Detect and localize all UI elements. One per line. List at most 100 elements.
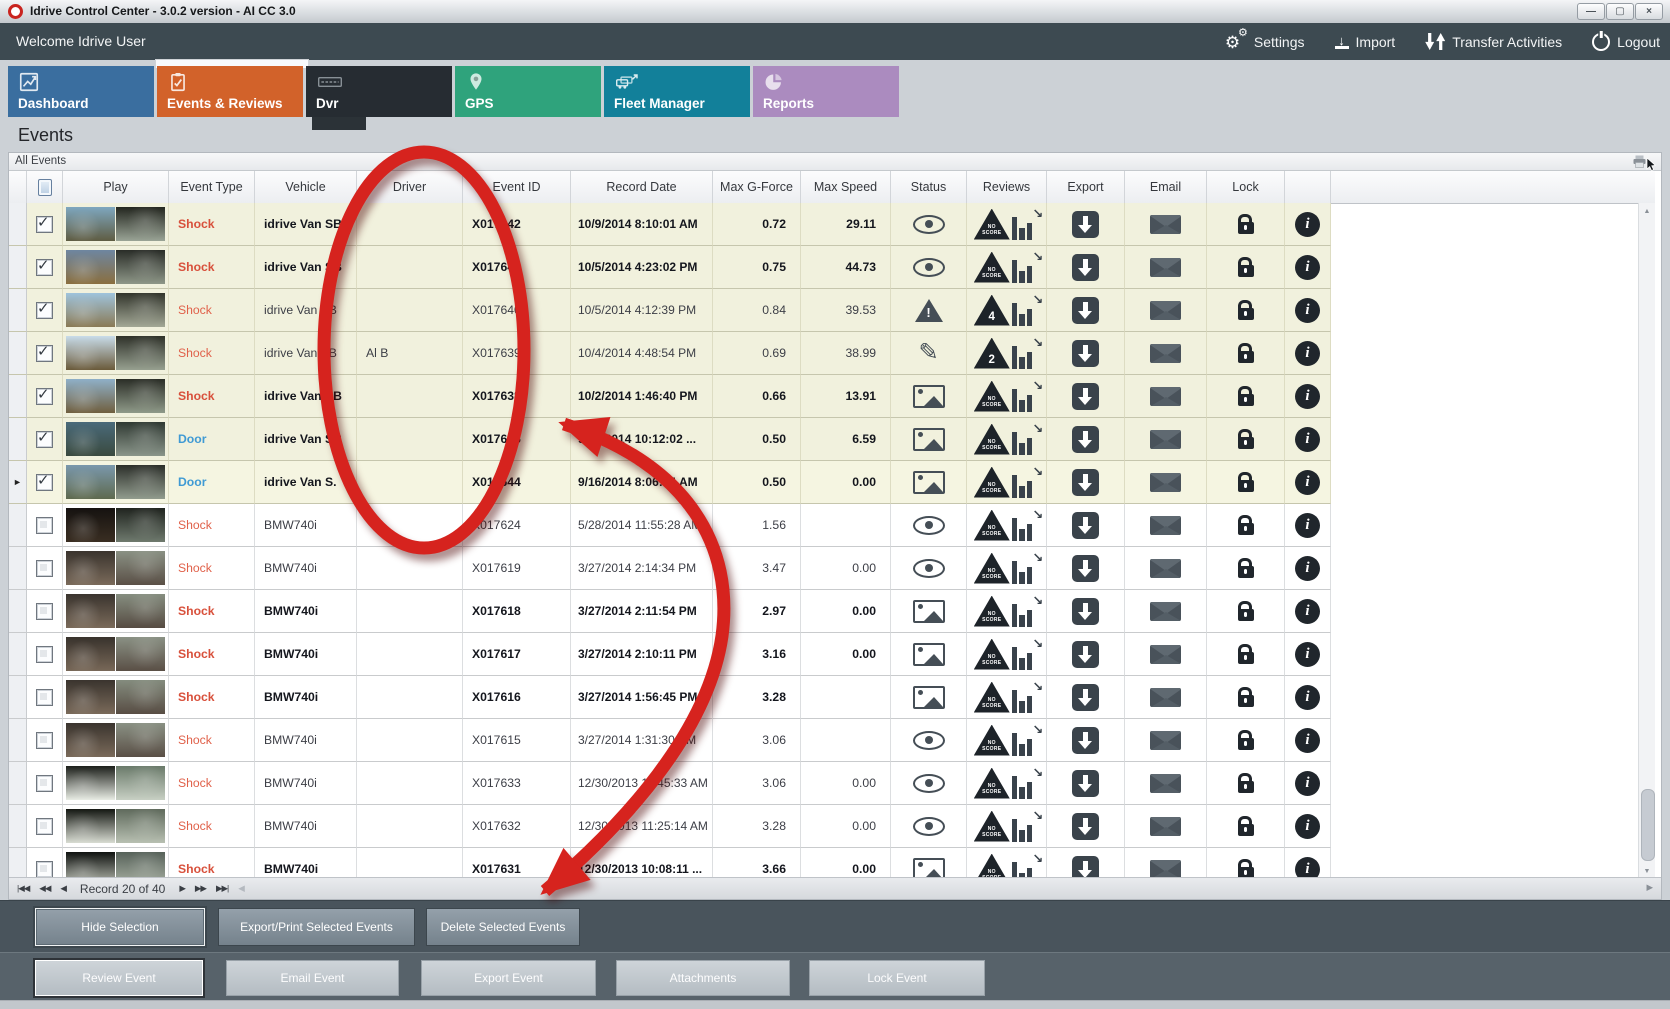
lock-cell[interactable] bbox=[1207, 504, 1285, 547]
row-checkbox[interactable] bbox=[36, 516, 53, 534]
table-row[interactable]: ► Shock BMW740i X017633 12/30/2013 11:45… bbox=[9, 762, 1331, 805]
info-icon[interactable]: i bbox=[1295, 555, 1320, 581]
export-cell[interactable] bbox=[1047, 848, 1125, 879]
info-cell[interactable]: i bbox=[1285, 590, 1331, 633]
table-row[interactable]: ► Door idrive Van S. X017644 9/16/2014 8… bbox=[9, 461, 1331, 504]
lock-cell[interactable] bbox=[1207, 461, 1285, 504]
export-download-icon[interactable] bbox=[1072, 468, 1099, 496]
play-cell[interactable] bbox=[63, 762, 169, 805]
table-row[interactable]: ► Shock BMW740i X017618 3/27/2014 2:11:5… bbox=[9, 590, 1331, 633]
lock-padlock-icon[interactable] bbox=[1237, 773, 1254, 793]
video-thumbnail-cabin[interactable] bbox=[116, 551, 165, 585]
first-record-icon[interactable]: |◀◀ bbox=[17, 883, 30, 893]
last-record-icon[interactable]: ▶▶| bbox=[215, 883, 229, 893]
maximize-button[interactable]: ▢ bbox=[1606, 3, 1634, 20]
email-envelope-icon[interactable] bbox=[1150, 558, 1181, 578]
video-thumbnail-road[interactable] bbox=[66, 594, 115, 628]
table-row[interactable]: ► Shock BMW740i X017615 3/27/2014 1:31:3… bbox=[9, 719, 1331, 762]
play-cell[interactable] bbox=[63, 590, 169, 633]
lock-padlock-icon[interactable] bbox=[1237, 558, 1254, 578]
lock-cell[interactable] bbox=[1207, 676, 1285, 719]
row-checkbox-cell[interactable] bbox=[27, 848, 63, 879]
export-cell[interactable] bbox=[1047, 633, 1125, 676]
email-cell[interactable] bbox=[1125, 375, 1207, 418]
video-thumbnail-cabin[interactable] bbox=[116, 852, 165, 879]
email-envelope-icon[interactable] bbox=[1150, 859, 1181, 879]
row-checkbox[interactable] bbox=[36, 860, 53, 878]
lock-padlock-icon[interactable] bbox=[1237, 859, 1254, 879]
export-cell[interactable] bbox=[1047, 504, 1125, 547]
row-checkbox[interactable] bbox=[36, 559, 53, 577]
export-download-icon[interactable] bbox=[1072, 210, 1099, 238]
play-cell[interactable] bbox=[63, 676, 169, 719]
header-export[interactable]: Export bbox=[1047, 171, 1125, 203]
info-icon[interactable]: i bbox=[1295, 641, 1320, 667]
email-cell[interactable] bbox=[1125, 590, 1207, 633]
row-checkbox[interactable] bbox=[36, 213, 53, 233]
play-cell[interactable] bbox=[63, 504, 169, 547]
email-envelope-icon[interactable] bbox=[1150, 386, 1181, 406]
header-status[interactable]: Status bbox=[891, 171, 967, 203]
export-download-icon[interactable] bbox=[1072, 726, 1099, 754]
email-cell[interactable] bbox=[1125, 719, 1207, 762]
row-checkbox-cell[interactable] bbox=[27, 418, 63, 461]
email-envelope-icon[interactable] bbox=[1150, 429, 1181, 449]
email-cell[interactable] bbox=[1125, 461, 1207, 504]
video-thumbnail-road[interactable] bbox=[66, 508, 115, 542]
table-row[interactable]: ► Door idrive Van SB X017645 9/26/2014 1… bbox=[9, 418, 1331, 461]
tab-dashboard[interactable]: Dashboard bbox=[8, 66, 154, 117]
header-lock[interactable]: Lock bbox=[1207, 171, 1285, 203]
email-cell[interactable] bbox=[1125, 203, 1207, 246]
email-envelope-icon[interactable] bbox=[1150, 343, 1181, 363]
printer-icon[interactable] bbox=[1632, 155, 1647, 173]
email-cell[interactable] bbox=[1125, 418, 1207, 461]
row-checkbox[interactable] bbox=[36, 688, 53, 706]
email-cell[interactable] bbox=[1125, 805, 1207, 848]
scroll-up-icon[interactable]: ▲ bbox=[1639, 203, 1655, 219]
lock-cell[interactable] bbox=[1207, 375, 1285, 418]
info-icon[interactable]: i bbox=[1295, 813, 1320, 839]
email-cell[interactable] bbox=[1125, 289, 1207, 332]
row-checkbox-cell[interactable] bbox=[27, 203, 63, 246]
play-cell[interactable] bbox=[63, 461, 169, 504]
row-checkbox[interactable] bbox=[36, 774, 53, 792]
email-cell[interactable] bbox=[1125, 504, 1207, 547]
email-envelope-icon[interactable] bbox=[1150, 644, 1181, 664]
row-checkbox[interactable] bbox=[36, 256, 53, 276]
lock-padlock-icon[interactable] bbox=[1237, 300, 1254, 320]
delete-selected-events-button[interactable]: Delete Selected Events bbox=[426, 908, 580, 946]
row-checkbox[interactable] bbox=[36, 428, 53, 448]
tab-gps[interactable]: GPS bbox=[455, 66, 601, 117]
export-cell[interactable] bbox=[1047, 590, 1125, 633]
hscroll-left-icon[interactable]: ◀ bbox=[238, 883, 245, 893]
lock-padlock-icon[interactable] bbox=[1237, 601, 1254, 621]
lock-padlock-icon[interactable] bbox=[1237, 644, 1254, 664]
export-download-icon[interactable] bbox=[1072, 769, 1099, 797]
header-select-all[interactable] bbox=[27, 171, 63, 203]
video-thumbnail-cabin[interactable] bbox=[116, 293, 165, 327]
settings-menu-item[interactable]: ⚙ ⚙ Settings bbox=[1225, 27, 1305, 52]
export-download-icon[interactable] bbox=[1072, 683, 1099, 711]
lock-padlock-icon[interactable] bbox=[1237, 257, 1254, 277]
header-event-id[interactable]: Event ID bbox=[463, 171, 571, 203]
info-icon[interactable]: i bbox=[1295, 340, 1320, 366]
table-row[interactable]: ► Shock idrive Van SB Al B X017639 10/4/… bbox=[9, 332, 1331, 375]
email-envelope-icon[interactable] bbox=[1150, 214, 1181, 234]
lock-cell[interactable] bbox=[1207, 848, 1285, 879]
email-envelope-icon[interactable] bbox=[1150, 816, 1181, 836]
info-cell[interactable]: i bbox=[1285, 848, 1331, 879]
row-checkbox-cell[interactable] bbox=[27, 762, 63, 805]
row-checkbox[interactable] bbox=[36, 342, 53, 362]
lock-cell[interactable] bbox=[1207, 246, 1285, 289]
scroll-down-icon[interactable]: ▼ bbox=[1639, 863, 1655, 879]
close-button[interactable]: × bbox=[1635, 3, 1663, 20]
minimize-button[interactable]: — bbox=[1577, 3, 1605, 20]
info-cell[interactable]: i bbox=[1285, 805, 1331, 848]
tab-events-reviews[interactable]: Events & Reviews bbox=[157, 66, 303, 117]
export-download-icon[interactable] bbox=[1072, 425, 1099, 453]
export-cell[interactable] bbox=[1047, 461, 1125, 504]
video-thumbnail-road[interactable] bbox=[66, 723, 115, 757]
table-row[interactable]: ► Shock idrive Van SB X017642 10/9/2014 … bbox=[9, 203, 1331, 246]
